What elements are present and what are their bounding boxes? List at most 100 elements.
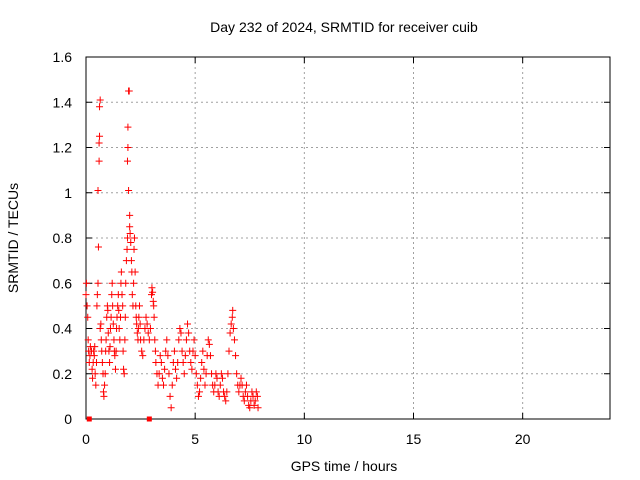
data-point — [204, 336, 212, 344]
data-point — [104, 329, 112, 337]
y-axis-label: SRMTID / TECUs — [5, 183, 21, 293]
data-point — [194, 392, 202, 400]
data-point — [189, 347, 197, 355]
data-point — [151, 347, 159, 355]
data-point — [167, 404, 175, 412]
data-point — [121, 313, 129, 321]
data-point — [104, 306, 112, 314]
data-point — [119, 347, 127, 355]
data-point — [168, 381, 176, 389]
chart-title: Day 232 of 2024, SRMTID for receiver cui… — [210, 19, 478, 35]
data-point — [217, 370, 225, 378]
data-point — [162, 347, 170, 355]
data-point — [155, 370, 163, 378]
data-point — [205, 340, 213, 348]
data-point — [82, 291, 90, 299]
data-point — [166, 392, 174, 400]
data-point — [199, 347, 207, 355]
data-point — [110, 336, 118, 344]
data-point — [176, 325, 184, 332]
data-point — [108, 291, 116, 299]
data-point — [191, 352, 199, 360]
data-point — [90, 352, 98, 360]
data-point — [91, 370, 99, 378]
data-point — [131, 268, 139, 276]
data-point — [237, 374, 245, 382]
data-point — [115, 306, 123, 314]
data-point — [106, 325, 114, 332]
data-point — [229, 325, 237, 332]
data-point — [88, 365, 96, 373]
y-tick-label: 1.6 — [53, 49, 73, 65]
data-point — [148, 284, 156, 292]
data-point — [108, 279, 116, 287]
data-point — [181, 352, 189, 360]
data-point — [128, 291, 136, 299]
data-point — [124, 144, 132, 151]
data-point — [223, 388, 231, 396]
x-axis-label: GPS time / hours — [291, 458, 398, 474]
data-point — [96, 132, 104, 140]
data-point — [123, 234, 131, 242]
data-point — [196, 388, 204, 396]
data-point — [150, 302, 158, 310]
data-point — [84, 336, 92, 344]
data-point — [125, 186, 133, 194]
data-point — [156, 352, 164, 360]
data-point — [182, 336, 190, 344]
data-point — [130, 245, 138, 253]
y-tick-label: 1.2 — [53, 140, 73, 156]
y-tick-label: 1.4 — [53, 94, 73, 110]
axis-ticks — [85, 56, 610, 420]
data-point — [138, 347, 146, 355]
data-point — [119, 302, 127, 310]
data-point — [112, 347, 120, 355]
data-point — [198, 358, 206, 366]
y-tick-label: 0 — [64, 411, 72, 427]
data-point — [226, 329, 234, 337]
data-point — [233, 370, 241, 378]
data-point — [158, 374, 166, 382]
data-point — [96, 96, 104, 104]
data-point — [118, 291, 126, 299]
data-point — [111, 352, 119, 360]
data-point — [254, 404, 262, 412]
data-point — [177, 329, 185, 337]
data-point — [126, 211, 134, 219]
data-point — [164, 352, 172, 360]
x-tick-labels: 0 5 10 15 20 — [82, 431, 531, 447]
data-point — [94, 243, 102, 251]
data-point — [230, 336, 238, 344]
data-point — [142, 313, 150, 321]
x-tick-label: 5 — [191, 431, 199, 447]
data-point — [98, 358, 106, 366]
data-point — [200, 365, 208, 373]
data-point — [94, 279, 102, 287]
data-point — [102, 336, 110, 344]
data-point — [92, 358, 100, 366]
data-point — [92, 381, 100, 389]
data-point — [197, 374, 205, 382]
data-point — [227, 320, 235, 328]
data-point — [235, 388, 243, 396]
data-point — [250, 401, 258, 409]
x-tick-label: 10 — [297, 431, 313, 447]
data-point — [101, 381, 109, 389]
data-point — [246, 404, 254, 412]
data-point — [221, 392, 229, 400]
data-point — [124, 123, 132, 131]
grid-lines — [86, 57, 610, 419]
data-point — [120, 370, 128, 378]
data-point — [134, 325, 142, 332]
data-point — [127, 239, 135, 247]
data-point — [139, 352, 147, 360]
data-point — [111, 365, 119, 373]
data-point — [117, 268, 125, 276]
data-point — [240, 397, 248, 405]
data-point — [130, 234, 138, 242]
data-point — [251, 397, 259, 405]
data-point — [84, 313, 92, 321]
data-point — [253, 392, 261, 400]
data-point — [126, 229, 134, 237]
